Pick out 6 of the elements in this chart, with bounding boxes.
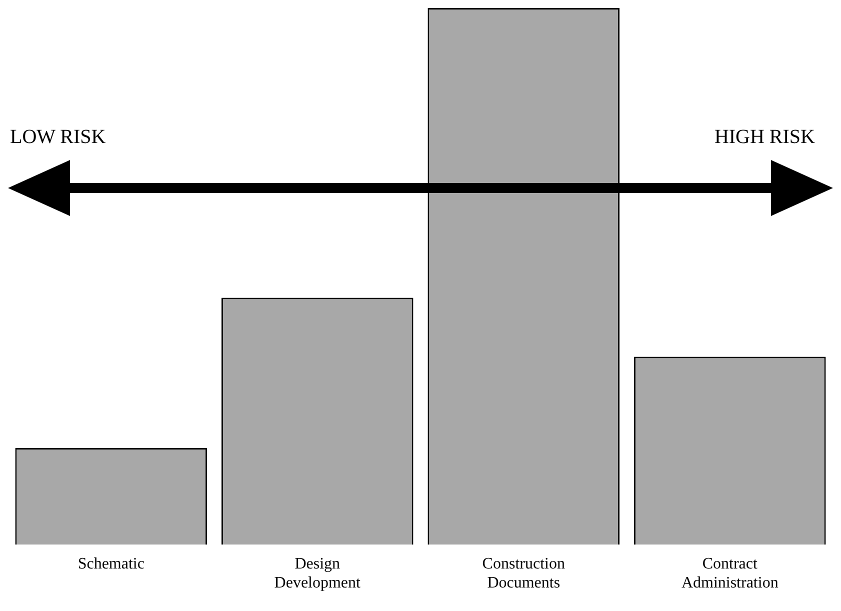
annotation: HIGH RISK: [714, 126, 815, 149]
x-tick-label: Construction Documents: [482, 555, 565, 592]
x-tick-label: Schematic: [78, 555, 144, 572]
annotation: LOW RISK: [10, 126, 106, 149]
x-tick-label: Contract Administration: [681, 555, 778, 592]
x-tick-label: Design Development: [274, 555, 362, 592]
